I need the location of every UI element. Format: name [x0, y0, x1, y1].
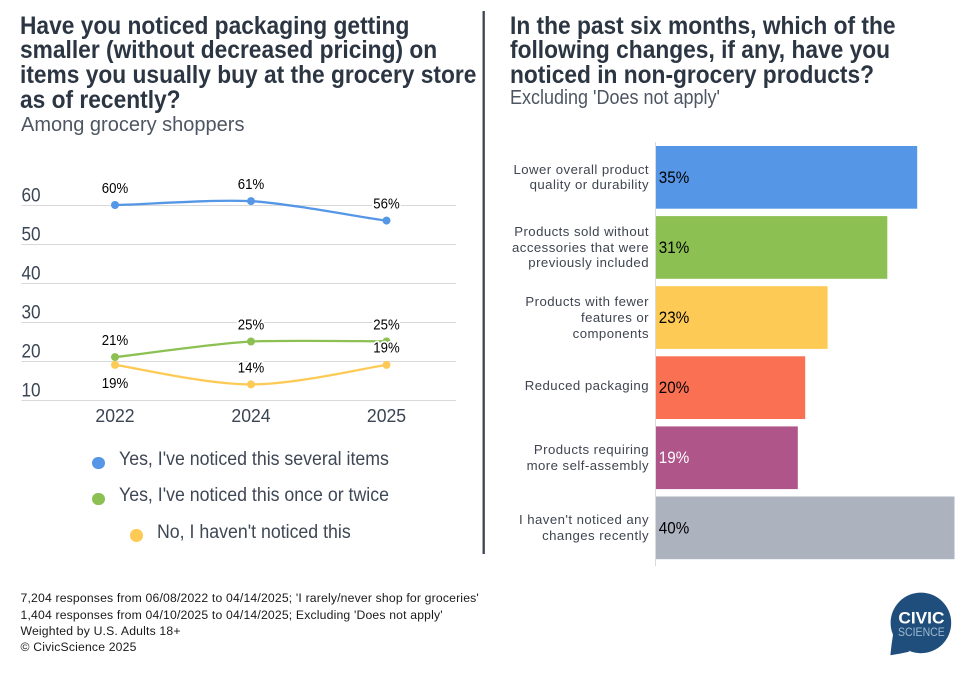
- svg-text:56%: 56%: [373, 197, 399, 213]
- svg-text:2022: 2022: [95, 405, 134, 426]
- svg-text:10: 10: [22, 381, 41, 402]
- svg-text:20%: 20%: [659, 378, 689, 397]
- svg-text:61%: 61%: [238, 177, 264, 193]
- svg-text:19%: 19%: [102, 376, 128, 392]
- svg-text:25%: 25%: [373, 318, 399, 334]
- svg-text:19%: 19%: [659, 448, 689, 467]
- svg-text:60%: 60%: [102, 181, 128, 197]
- svg-text:19%: 19%: [373, 341, 399, 357]
- svg-text:CIVIC: CIVIC: [898, 609, 944, 627]
- svg-text:25%: 25%: [238, 318, 264, 334]
- svg-text:50: 50: [22, 225, 41, 246]
- svg-text:60: 60: [22, 186, 41, 207]
- svg-text:14%: 14%: [238, 360, 264, 376]
- svg-text:35%: 35%: [659, 168, 689, 187]
- svg-text:31%: 31%: [659, 238, 689, 257]
- svg-text:40%: 40%: [659, 518, 689, 537]
- svg-text:23%: 23%: [659, 308, 689, 327]
- svg-text:21%: 21%: [102, 333, 128, 349]
- svg-text:30: 30: [22, 303, 41, 324]
- svg-text:20: 20: [22, 342, 41, 363]
- svg-text:2025: 2025: [367, 405, 406, 426]
- svg-text:SCIENCE: SCIENCE: [898, 625, 945, 639]
- svg-text:2024: 2024: [231, 405, 270, 426]
- svg-text:40: 40: [22, 264, 41, 285]
